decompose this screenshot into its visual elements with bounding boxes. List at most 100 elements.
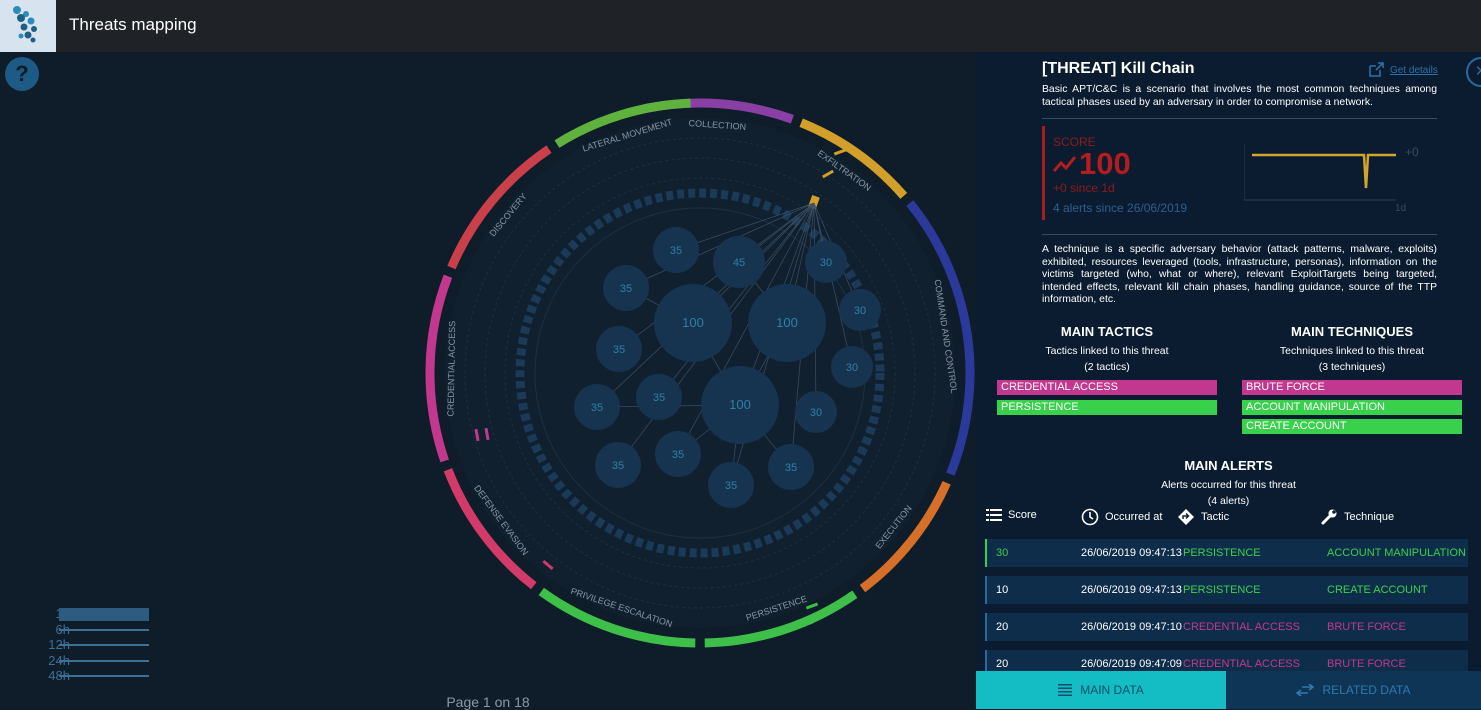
tag[interactable]: BRUTE FORCE [1242, 380, 1462, 395]
alert-date: 26/06/2019 09:47:10 [1081, 621, 1182, 633]
main-techniques-title: MAIN TECHNIQUES [1290, 324, 1414, 339]
help-icon: ? [15, 61, 29, 86]
tactic-arc[interactable] [704, 590, 858, 648]
alert-bubble[interactable] [603, 265, 649, 311]
alert-bubble[interactable] [708, 462, 754, 508]
main-tactics-subtitle: Tactics linked to this threat [1045, 345, 1169, 357]
external-link-icon [1369, 62, 1384, 77]
tactic-arc[interactable] [447, 145, 552, 270]
tactic-arc[interactable] [859, 480, 951, 593]
bubble-score: 100 [729, 397, 751, 412]
alert-bubble[interactable] [713, 236, 765, 288]
close-panel-button[interactable]: ✕ [1466, 57, 1481, 87]
link-line [618, 202, 815, 350]
alert-bubble[interactable] [574, 384, 620, 430]
technique-header-label: Technique [1344, 511, 1395, 523]
alerts-since: 4 alerts since 26/06/2019 [1053, 201, 1188, 215]
alert-row[interactable]: 20 26/06/2019 09:47:10 CREDENTIAL ACCESS BR… [985, 613, 1468, 641]
score-box: SCORE 100 +0 since 1d 4 alerts since 26/… [1042, 126, 1223, 220]
app-title: Threats mapping [69, 15, 197, 34]
threats-map-area: COLLECTION EXFILTRATION COMMAND AND CONTRO… [0, 52, 976, 709]
get-details-link[interactable]: Get details [1368, 62, 1438, 78]
main-tactics-section: MAIN TACTICS Tactics linked to this thre… [997, 324, 1217, 375]
legend-item-48h[interactable]: 48h [20, 668, 155, 684]
score-number: 100 [1079, 146, 1131, 181]
occurred-column-header[interactable]: Occurred at [1081, 508, 1162, 526]
threat-detail-panel: ✕ [THREAT] Kill Chain Get details Basic … [976, 52, 1481, 709]
trend-up-icon [1053, 156, 1077, 172]
legend-bar [59, 659, 149, 662]
tactic-arc[interactable] [906, 200, 975, 476]
legend-item-12h[interactable]: 12h [20, 637, 155, 653]
bubble-score: 30 [846, 362, 858, 374]
legend-item-6h[interactable]: 6h [20, 622, 155, 638]
sparkline-period: 1d [1395, 203, 1407, 214]
alert-bubble[interactable] [701, 366, 779, 444]
technique-column-header[interactable]: Technique [1320, 508, 1394, 526]
bubble-score: 30 [820, 257, 832, 269]
clock-icon [1081, 508, 1099, 526]
help-button[interactable]: ? [5, 57, 39, 91]
exchange-arrows-icon [1296, 684, 1315, 696]
bubble-score: 35 [672, 449, 684, 461]
sparkline-delta: +0 [1405, 145, 1419, 159]
alert-bubble[interactable] [653, 227, 699, 273]
alert-bubble[interactable] [596, 326, 642, 372]
tag[interactable]: PERSISTENCE [997, 399, 1217, 415]
alert-bubble[interactable] [805, 241, 847, 283]
alert-row[interactable]: 10 26/06/2019 09:47:13 PERSISTENCE CREATE A… [985, 576, 1468, 604]
related-data-tab[interactable]: RELATED DATA [1226, 671, 1481, 709]
wrench-icon [1321, 509, 1337, 525]
get-details-label: Get details [1390, 64, 1438, 76]
alert-bubble[interactable] [768, 444, 814, 490]
legend-item-1h[interactable]: 1h [20, 606, 155, 622]
alert-technique: CREATE ACCOUNT [1327, 584, 1428, 596]
activity-marker [474, 428, 480, 442]
alert-bubble[interactable] [795, 391, 837, 433]
bubble-score: 35 [670, 245, 682, 257]
related-data-label: RELATED DATA [1322, 683, 1411, 697]
link-line [677, 202, 815, 455]
legend-bar [59, 608, 149, 621]
alert-bubble[interactable] [655, 431, 701, 477]
alert-date: 26/06/2019 09:47:09 [1081, 658, 1182, 670]
alert-bubble[interactable] [748, 284, 826, 362]
bubble-score: 100 [776, 315, 798, 330]
divider [1042, 234, 1437, 235]
tag[interactable]: CREDENTIAL ACCESS [997, 380, 1217, 395]
score-sparkline [1244, 144, 1396, 201]
main-alerts-title: MAIN ALERTS [1184, 458, 1273, 473]
tactic-arc[interactable] [554, 98, 691, 148]
legend-bar [59, 628, 149, 631]
tactic-arc[interactable] [425, 274, 453, 463]
bubble-score: 35 [612, 460, 624, 472]
score-column-header[interactable]: Score [986, 508, 1037, 522]
alert-row[interactable]: 30 26/06/2019 09:47:13 PERSISTENCE ACCOUNT … [985, 539, 1468, 567]
tactic-arc[interactable] [799, 118, 908, 199]
tag[interactable]: CREATE ACCOUNT [1242, 419, 1462, 435]
alert-score: 20 [996, 621, 1009, 633]
alert-bubble[interactable] [839, 289, 881, 331]
tactic-column-header[interactable]: Tactic [1177, 508, 1229, 526]
main-techniques-subtitle: Techniques linked to this threat [1279, 345, 1425, 357]
alert-bubble[interactable] [636, 374, 682, 420]
legend-item-24h[interactable]: 24h [20, 653, 155, 669]
alert-date: 26/06/2019 09:47:13 [1081, 584, 1182, 596]
tag[interactable]: ACCOUNT MANIPULATION [1242, 399, 1462, 415]
alert-bubble[interactable] [654, 284, 732, 362]
bubble-score: 35 [620, 283, 632, 295]
occurred-header-label: Occurred at [1105, 511, 1163, 523]
tactic-arc[interactable] [443, 468, 537, 590]
technique-tags: BRUTE FORCE ACCOUNT MANIPULATION CREATE AC… [1242, 380, 1462, 439]
alert-bubble[interactable] [595, 442, 641, 488]
score-header-label: Score [1008, 509, 1037, 521]
activity-marker [542, 559, 554, 571]
tactic-arc[interactable] [538, 587, 696, 648]
score-label: SCORE [1053, 135, 1096, 149]
main-data-tab[interactable]: MAIN DATA [976, 671, 1226, 709]
app-logo[interactable] [0, 0, 56, 52]
alert-tactic: PERSISTENCE [1183, 547, 1261, 559]
alert-bubble[interactable] [831, 346, 873, 388]
legend-bar [59, 644, 149, 647]
